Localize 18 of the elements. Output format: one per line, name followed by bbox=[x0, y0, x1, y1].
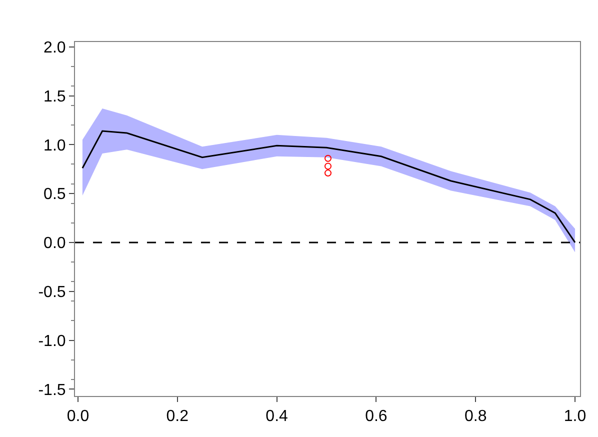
x-tick-label: 0.0 bbox=[66, 408, 90, 426]
point bbox=[324, 162, 332, 170]
point bbox=[324, 154, 332, 162]
y-tick-label: 1.0 bbox=[44, 137, 66, 154]
point bbox=[324, 170, 332, 177]
y-tick-label: -1.0 bbox=[38, 332, 66, 350]
y-tick-label: -1.5 bbox=[38, 382, 66, 399]
line-series bbox=[82, 130, 576, 244]
y-tick-label: 2.0 bbox=[44, 39, 66, 56]
y-tick-label: 0.5 bbox=[44, 186, 66, 204]
y-tick-label: 0.0 bbox=[44, 235, 66, 252]
y-tick-label: -0.5 bbox=[38, 284, 66, 301]
x-tick-label: 0.8 bbox=[464, 408, 487, 426]
x-tick-label: 0.4 bbox=[266, 408, 288, 426]
x-tick-label: 0.6 bbox=[365, 408, 388, 426]
x-tick-label: 0.2 bbox=[166, 408, 189, 426]
y-tick-label: 1.5 bbox=[44, 88, 66, 106]
x-tick-label: 1.0 bbox=[564, 408, 586, 426]
